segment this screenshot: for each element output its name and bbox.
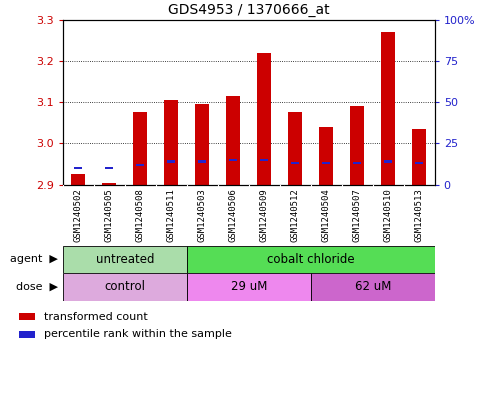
Bar — [322, 162, 330, 165]
Bar — [187, 246, 435, 273]
Bar — [384, 160, 392, 163]
Bar — [291, 162, 299, 165]
Bar — [319, 127, 333, 185]
Bar — [71, 174, 85, 185]
Title: GDS4953 / 1370666_at: GDS4953 / 1370666_at — [168, 3, 329, 17]
Text: agent  ▶: agent ▶ — [10, 254, 58, 264]
Bar — [229, 159, 237, 161]
Text: untreated: untreated — [96, 253, 154, 266]
Bar — [288, 112, 302, 185]
Bar — [257, 53, 271, 185]
Text: 29 uM: 29 uM — [230, 280, 267, 294]
Bar — [412, 129, 426, 185]
Bar — [195, 104, 209, 185]
Text: GSM1240513: GSM1240513 — [415, 188, 424, 242]
Text: GSM1240509: GSM1240509 — [260, 188, 269, 242]
Bar — [226, 96, 240, 185]
Bar — [105, 167, 113, 169]
Text: GSM1240505: GSM1240505 — [105, 188, 114, 242]
Bar — [102, 183, 116, 185]
Text: percentile rank within the sample: percentile rank within the sample — [44, 329, 232, 340]
Text: dose  ▶: dose ▶ — [16, 282, 58, 292]
Text: control: control — [104, 280, 145, 294]
Bar — [168, 160, 175, 163]
Bar — [354, 162, 361, 165]
Text: GSM1240507: GSM1240507 — [353, 188, 362, 242]
Bar — [187, 273, 311, 301]
Bar — [19, 331, 35, 338]
Text: GSM1240503: GSM1240503 — [198, 188, 207, 242]
Bar — [415, 162, 423, 165]
Text: GSM1240511: GSM1240511 — [167, 188, 176, 242]
Bar — [311, 273, 435, 301]
Text: GSM1240502: GSM1240502 — [74, 188, 83, 242]
Bar — [63, 246, 187, 273]
Text: GSM1240508: GSM1240508 — [136, 188, 145, 242]
Text: cobalt chloride: cobalt chloride — [267, 253, 355, 266]
Bar — [63, 273, 187, 301]
Bar — [133, 112, 147, 185]
Text: GSM1240512: GSM1240512 — [291, 188, 300, 242]
Text: GSM1240504: GSM1240504 — [322, 188, 331, 242]
Text: GSM1240506: GSM1240506 — [229, 188, 238, 242]
Text: 62 uM: 62 uM — [355, 280, 391, 294]
Bar — [260, 159, 268, 161]
Bar — [74, 167, 82, 169]
Bar — [381, 32, 395, 185]
Bar — [136, 163, 144, 166]
Bar — [350, 106, 364, 185]
Bar — [19, 313, 35, 320]
Bar — [199, 160, 206, 163]
Bar — [164, 100, 178, 185]
Text: transformed count: transformed count — [44, 312, 148, 322]
Text: GSM1240510: GSM1240510 — [384, 188, 393, 242]
